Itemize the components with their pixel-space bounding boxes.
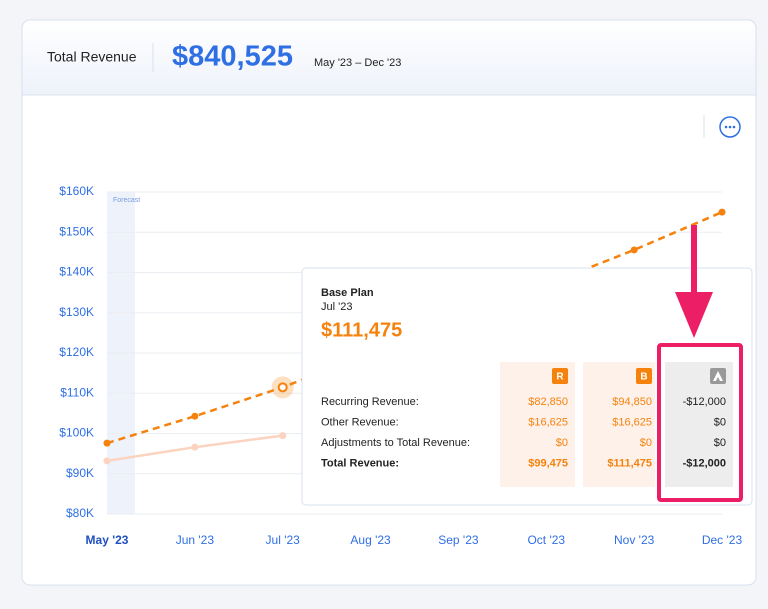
- row-value: -$12,000: [683, 396, 726, 408]
- y-tick-label: $100K: [59, 426, 94, 440]
- point: [191, 412, 199, 420]
- row-value: -$12,000: [683, 457, 726, 469]
- point: [191, 443, 199, 451]
- highlight-box: [657, 343, 743, 502]
- column-header: B: [640, 372, 647, 383]
- icon-glyph: [713, 371, 723, 381]
- point: [277, 382, 288, 393]
- x-tick-label: Jun '23: [176, 533, 215, 547]
- row-label: Recurring Revenue:: [321, 396, 419, 408]
- tooltip-title: Base Plan: [321, 287, 374, 299]
- x-tick-label: Sep '23: [438, 533, 479, 547]
- tooltip: Base Plan Jul '23 $111,475 R B Recurring…: [301, 225, 753, 506]
- dot: [732, 125, 736, 129]
- x-tick-label: May '23: [86, 533, 129, 547]
- tooltip-value: $111,475: [321, 319, 402, 341]
- row-label: Other Revenue:: [321, 416, 399, 428]
- row-value: $0: [714, 437, 726, 449]
- row-value: $0: [714, 416, 726, 428]
- y-tick-label: $80K: [66, 506, 94, 520]
- row-value: $111,475: [607, 457, 652, 469]
- row-value: $82,850: [528, 396, 568, 408]
- dot: [728, 125, 732, 129]
- x-tick-label: Aug '23: [350, 533, 391, 547]
- row-value: $16,625: [528, 416, 568, 428]
- row-value: $94,850: [612, 396, 652, 408]
- column-badge: [552, 368, 568, 384]
- card-header: [21, 19, 757, 96]
- y-tick-label: $150K: [59, 224, 94, 238]
- x-tick-label: Dec '23: [702, 533, 743, 547]
- y-tick-label: $90K: [66, 466, 94, 480]
- header-total: $840,525: [172, 41, 293, 73]
- row-label: Total Revenue:: [321, 457, 399, 469]
- row-value: $99,475: [528, 457, 568, 469]
- row-label: Adjustments to Total Revenue:: [321, 437, 470, 449]
- point: [103, 457, 111, 465]
- y-tick-label: $110K: [60, 385, 94, 399]
- column-badge: [636, 368, 652, 384]
- header-title: Total Revenue: [47, 49, 137, 65]
- header-range: May '23 – Dec '23: [314, 57, 401, 69]
- more-button[interactable]: [719, 116, 741, 138]
- y-tick-label: $140K: [59, 265, 94, 279]
- row-value: $16,625: [612, 416, 652, 428]
- y-tick-label: $120K: [59, 345, 94, 359]
- x-tick-label: Oct '23: [527, 533, 565, 547]
- row-value: $0: [556, 437, 568, 449]
- point: [279, 432, 287, 440]
- x-tick-label: Jul '23: [266, 533, 301, 547]
- dot: [724, 125, 728, 129]
- column-header: R: [556, 372, 564, 383]
- point: [103, 439, 111, 447]
- forecast-label: Forecast: [113, 197, 140, 204]
- row-value: $0: [640, 437, 652, 449]
- more-icon[interactable]: [719, 116, 741, 138]
- y-tick-label: $160K: [59, 184, 94, 198]
- y-tick-label: $130K: [59, 305, 94, 319]
- point: [630, 246, 638, 254]
- arrow-head: [675, 292, 713, 338]
- x-tick-label: Nov '23: [614, 533, 655, 547]
- point: [718, 208, 726, 216]
- tooltip-date: Jul '23: [321, 301, 352, 313]
